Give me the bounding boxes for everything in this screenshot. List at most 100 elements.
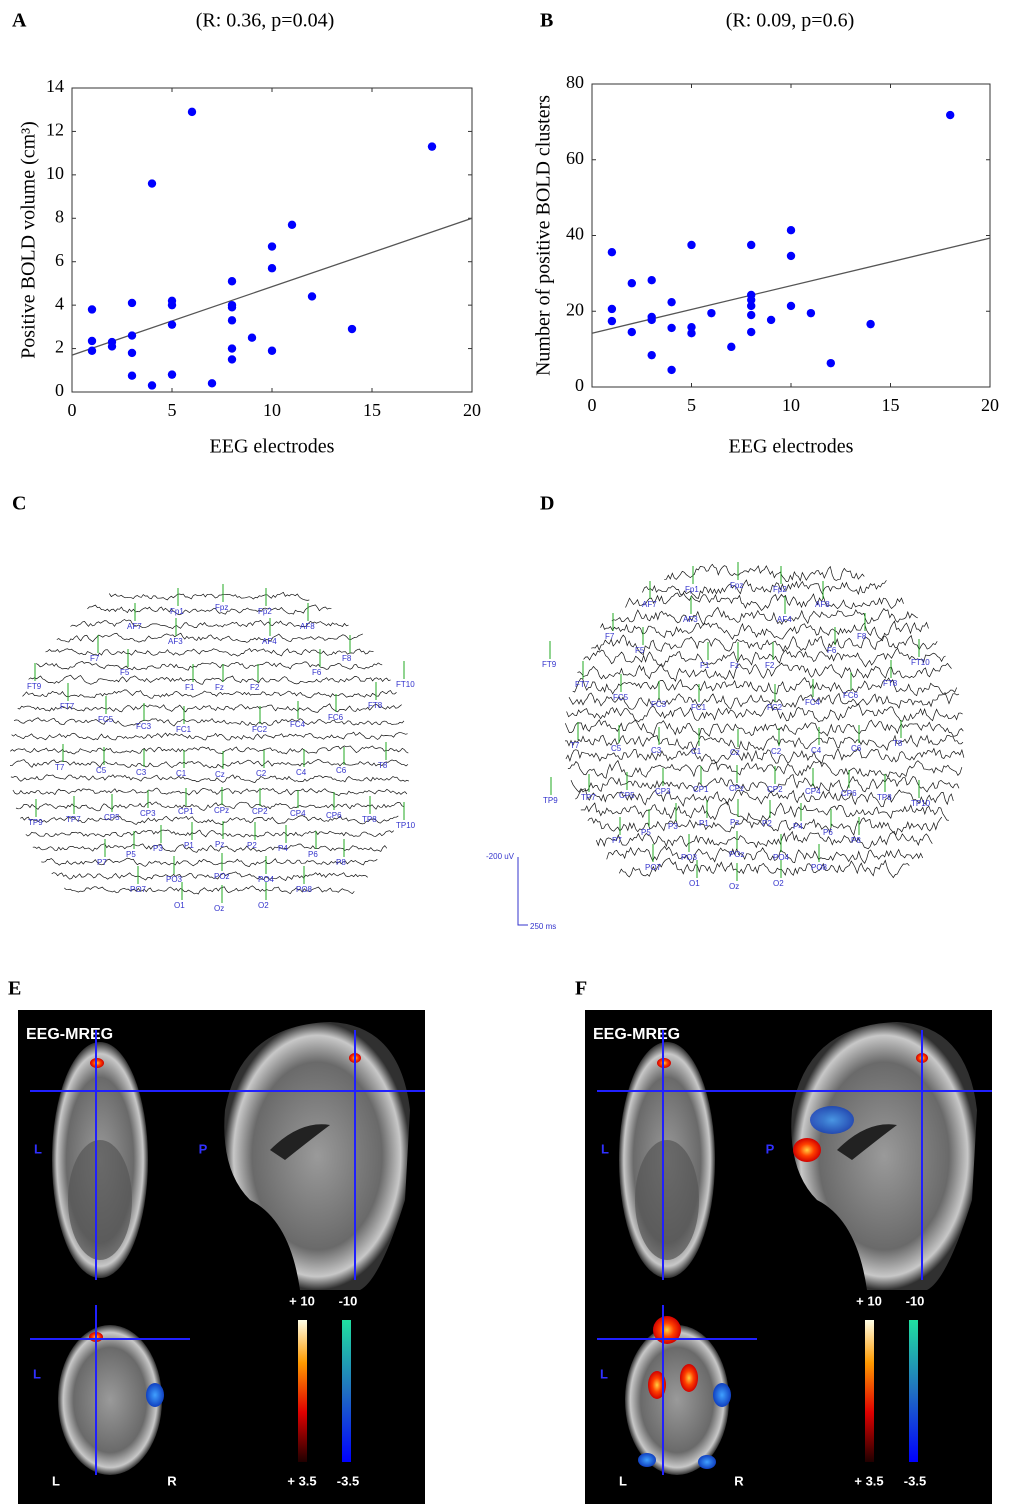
activation [638,1453,656,1467]
y-tick-label: 14 [46,76,64,96]
data-point [747,302,755,310]
electrode-label: TP9 [28,818,43,827]
electrode-label: AF3 [683,615,698,624]
eeg-trace [571,775,959,793]
panel-letter: C [12,493,26,515]
electrode-label: PO8 [296,885,313,894]
electrode-label: PO7 [130,885,147,894]
electrode-label: TP8 [877,793,892,802]
axial-head [625,1325,729,1475]
data-point [648,316,656,324]
electrode-label: C5 [611,744,622,753]
electrode-label: CP2 [252,807,268,816]
electrode-label: F5 [120,668,130,677]
data-point [168,301,176,309]
electrode-label: CP2 [767,785,783,794]
electrode-label: Pz [730,818,739,827]
y-tick-label: 0 [575,375,584,395]
data-point [88,347,96,355]
electrode-label: AF8 [300,622,315,631]
eeg-trace [573,678,957,696]
panel-letter: B [540,10,553,32]
data-point [648,276,656,284]
data-point [268,242,276,250]
electrode-label: C2 [771,747,782,756]
data-point [667,298,675,306]
electrode-label: PO8 [811,863,828,872]
eeg-trace [41,858,377,867]
eeg-trace [601,621,929,641]
electrode-label: P4 [278,844,288,853]
colorbar-label: + 3.5 [287,1473,316,1488]
data-point [308,292,316,300]
x-tick-label: 5 [687,395,696,415]
y-axis-label: Positive BOLD volume (cm³) [18,121,40,359]
electrode-label: AF4 [262,637,277,646]
panel-letter: A [12,10,27,32]
electrode-label: O1 [174,901,185,910]
x-tick-label: 15 [882,395,900,415]
eeg-trace [23,690,397,698]
data-point [787,226,795,234]
electrode-label: C5 [96,766,107,775]
electrode-label: AF3 [168,637,183,646]
data-point [608,248,616,256]
electrode-label: CP1 [178,807,194,816]
panel-letter: E [8,978,21,1000]
electrode-label: CP3 [140,809,156,818]
data-point [148,179,156,187]
colorbar-label: -3.5 [337,1473,359,1488]
electrode-label: F1 [700,661,710,670]
y-tick-label: 6 [55,250,64,270]
eeg-trace [664,564,864,581]
activation [810,1106,854,1134]
x-tick-label: 10 [263,400,281,420]
colorbar-label: + 10 [856,1293,882,1308]
mri-title: EEG-MREG [593,1026,680,1043]
electrode-label: P8 [851,836,861,845]
x-tick-label: 15 [363,400,381,420]
electrode-label: P3 [668,822,678,831]
data-point [827,359,835,367]
data-point [228,277,236,285]
orientation-label: P [766,1141,775,1156]
data-point [188,108,196,116]
electrode-label: P7 [612,836,622,845]
data-point [687,329,695,337]
electrode-label: CP4 [805,787,821,796]
data-point [428,142,436,150]
electrode-label: Cz [730,748,740,757]
electrode-label: CP5 [104,813,120,822]
electrode-label: FC5 [98,715,114,724]
electrode-label: PO3 [681,853,698,862]
electrode-label: C6 [851,744,862,753]
electrode-label: F7 [605,632,615,641]
colorbar-negative [909,1320,918,1462]
y-tick-label: 4 [55,293,64,313]
electrode-label: F5 [635,646,645,655]
electrode-label: P6 [823,828,833,837]
electrode-label: CP5 [619,791,635,800]
electrode-label: AF7 [127,622,142,631]
eeg-trace [52,872,368,881]
electrode-label: C3 [136,768,147,777]
orientation-label: L [34,1141,42,1156]
electrode-label: FC3 [651,700,667,709]
electrode-label: P5 [641,828,651,837]
data-point [747,328,755,336]
eeg-trace [565,720,963,736]
electrode-label: FT10 [396,680,415,689]
y-axis-label: Number of positive BOLD clusters [533,95,555,376]
electrode-label: Fp1 [170,607,184,616]
activation [146,1383,164,1407]
data-point [628,279,636,287]
electrode-label: T7 [570,741,580,750]
data-point [228,355,236,363]
electrode-label: Fpz [730,581,743,590]
electrode-label: P5 [126,850,136,859]
eeg-trace [10,746,408,754]
electrode-label: P1 [184,841,194,850]
data-point [687,241,695,249]
